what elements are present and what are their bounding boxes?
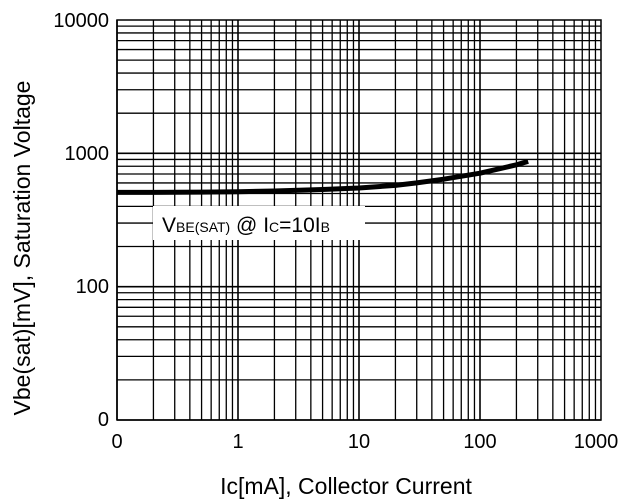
x-tick-label: 10 — [348, 431, 370, 453]
x-tick-label: 1 — [232, 431, 243, 453]
y-tick-label: 0 — [98, 409, 109, 431]
x-tick-labels: 0 1 10 100 1000 — [111, 431, 618, 453]
y-tick-label: 100 — [76, 276, 109, 298]
series-line — [117, 158, 529, 195]
plot-frame — [116, 19, 602, 421]
x-tick-label: 100 — [463, 431, 496, 453]
y-tick-label: 1000 — [65, 143, 110, 165]
x-tick-label: 1000 — [574, 431, 619, 453]
y-tick-label: 10000 — [53, 10, 109, 32]
y-tick-labels: 10000 1000 100 0 — [53, 10, 109, 431]
x-axis-title: Ic[mA], Collector Current — [220, 473, 472, 499]
series-layer — [117, 158, 529, 195]
annotation-text: VBE(SAT) @ IC=10IB — [162, 214, 330, 237]
annotation: VBE(SAT) @ IC=10IB — [153, 206, 365, 240]
annotation-background — [153, 206, 365, 240]
y-axis-title: Vbe(sat)[mV], Saturation Voltage — [9, 81, 35, 416]
x-tick-label: 0 — [111, 431, 122, 453]
